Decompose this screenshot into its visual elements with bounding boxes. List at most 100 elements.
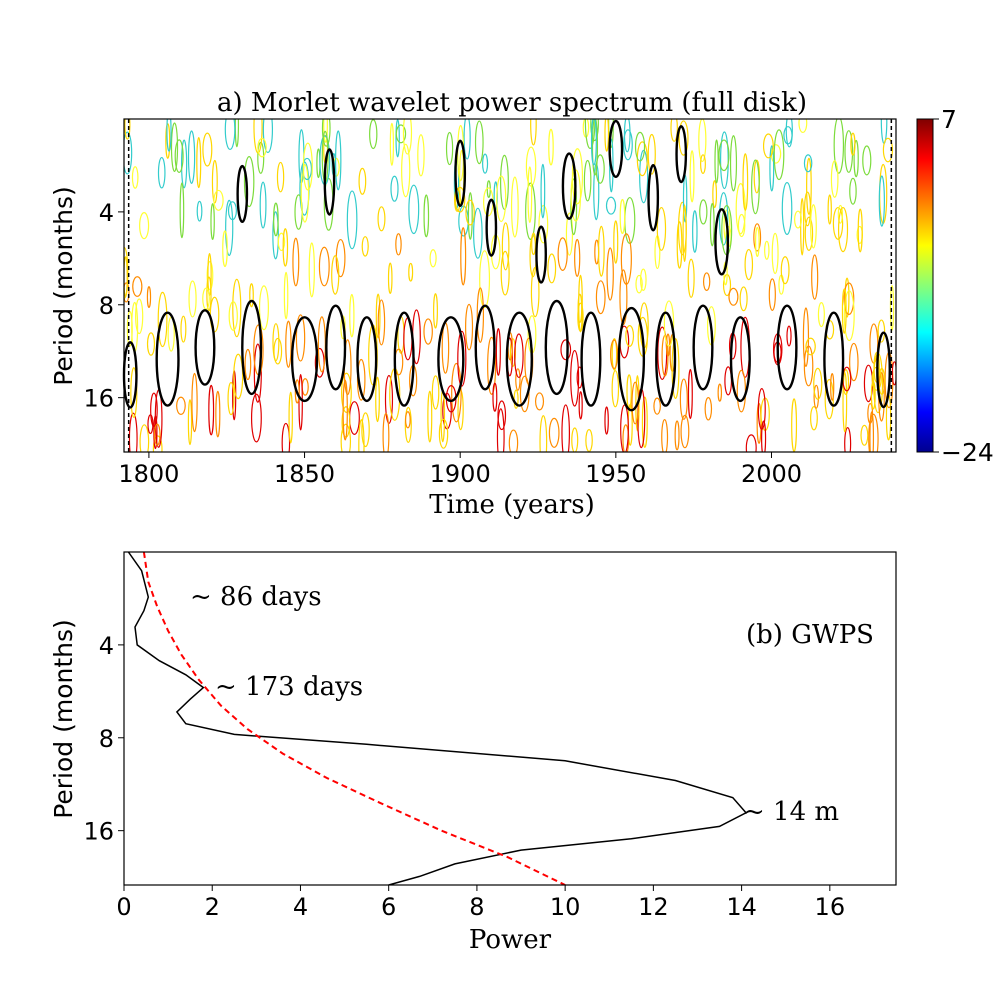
power-contour — [445, 131, 454, 166]
power-contour — [487, 336, 497, 395]
power-contour — [514, 333, 524, 379]
power-contour — [757, 388, 766, 430]
power-contour — [762, 133, 774, 159]
power-contour — [457, 330, 467, 387]
power-contour — [786, 325, 792, 347]
power-contour — [492, 382, 498, 412]
power-contour — [571, 427, 579, 452]
significance-contour — [561, 152, 577, 220]
y-tick-label: 16 — [83, 385, 114, 413]
power-contour — [273, 337, 283, 365]
power-contour — [849, 342, 859, 382]
power-contour — [810, 406, 818, 431]
power-contour — [340, 423, 352, 452]
power-contour — [187, 399, 193, 446]
power-contour — [844, 427, 852, 452]
power-contour — [465, 303, 474, 351]
power-contour — [623, 129, 633, 161]
power-contour — [496, 408, 505, 452]
power-contour — [610, 339, 619, 370]
gwps-plot-frame — [123, 551, 897, 886]
power-contour — [806, 157, 812, 215]
power-contour — [837, 206, 849, 253]
power-contour — [228, 301, 238, 331]
significance-contour — [729, 316, 751, 403]
power-contour — [395, 233, 402, 256]
power-contour — [620, 404, 629, 452]
power-contour — [282, 228, 289, 267]
power-contour — [709, 202, 715, 247]
power-contour — [783, 126, 793, 145]
power-contour — [153, 415, 158, 450]
power-contour — [717, 383, 723, 402]
power-contour — [561, 404, 571, 452]
annotation-14-months: ~ 14 m — [743, 797, 839, 827]
power-contour — [335, 130, 342, 191]
power-contour — [257, 137, 267, 158]
power-contour — [534, 392, 545, 411]
annotation-86-days: ~ 86 days — [190, 582, 322, 612]
significance-contour — [194, 309, 216, 386]
wavelet-x-ticks: 1800 1850 1900 1950 2000 — [118, 452, 802, 488]
power-contour — [281, 422, 291, 452]
power-contour — [295, 314, 306, 362]
power-contour — [531, 232, 537, 256]
power-contour — [608, 119, 614, 149]
power-contour — [736, 369, 747, 413]
x-tick-label: 14 — [726, 893, 757, 921]
power-contour — [626, 374, 632, 410]
power-contour — [294, 379, 300, 404]
power-contour — [699, 199, 708, 225]
power-contour — [139, 212, 150, 240]
power-contour — [408, 262, 414, 282]
significance-contour — [241, 299, 263, 396]
power-contour — [180, 315, 187, 343]
significance-contour — [692, 304, 714, 391]
power-contour — [467, 192, 473, 240]
significance-contour — [323, 148, 336, 216]
power-contour — [348, 401, 360, 435]
gwps-spectrum-line — [127, 552, 748, 885]
power-contour — [548, 417, 560, 448]
colorbar-min-label: −24 — [941, 438, 994, 467]
power-contour — [700, 154, 706, 174]
power-contour — [791, 398, 798, 452]
power-contour — [323, 119, 328, 143]
power-contour — [813, 384, 820, 409]
power-contour — [318, 246, 330, 287]
significance-contour — [485, 198, 498, 257]
gwps-x-axis-label: Power — [469, 925, 552, 955]
significance-contour — [505, 311, 533, 407]
power-contour — [578, 274, 583, 333]
significance-contour — [236, 164, 249, 224]
power-contour — [585, 429, 593, 452]
power-contour — [317, 316, 326, 373]
power-contour — [527, 166, 533, 224]
power-contour — [375, 293, 381, 339]
significance-contour — [454, 139, 467, 208]
power-contour — [574, 238, 581, 277]
gwps-y-ticks: 4 8 16 — [83, 632, 124, 846]
power-contour — [243, 156, 255, 208]
power-contour — [868, 413, 879, 452]
power-contour — [433, 293, 438, 329]
power-contour — [384, 374, 394, 424]
power-contour — [625, 325, 635, 347]
power-contour — [179, 182, 185, 239]
power-contour — [728, 287, 739, 306]
power-contour — [878, 175, 885, 227]
power-contour — [570, 178, 578, 236]
power-contour — [620, 233, 632, 285]
significance-contour — [714, 208, 730, 276]
significance-contours — [122, 119, 891, 412]
colorbar-max-label: 7 — [941, 105, 957, 134]
y-tick-label: 8 — [99, 725, 114, 753]
power-contour — [276, 161, 285, 193]
power-contour — [761, 420, 767, 452]
power-contour — [234, 119, 240, 148]
power-contour — [180, 139, 188, 189]
wavelet-title: a) Morlet wavelet power spectrum (full d… — [217, 88, 807, 118]
power-contour — [482, 153, 489, 174]
power-contour — [211, 159, 218, 204]
power-contour — [718, 139, 730, 172]
